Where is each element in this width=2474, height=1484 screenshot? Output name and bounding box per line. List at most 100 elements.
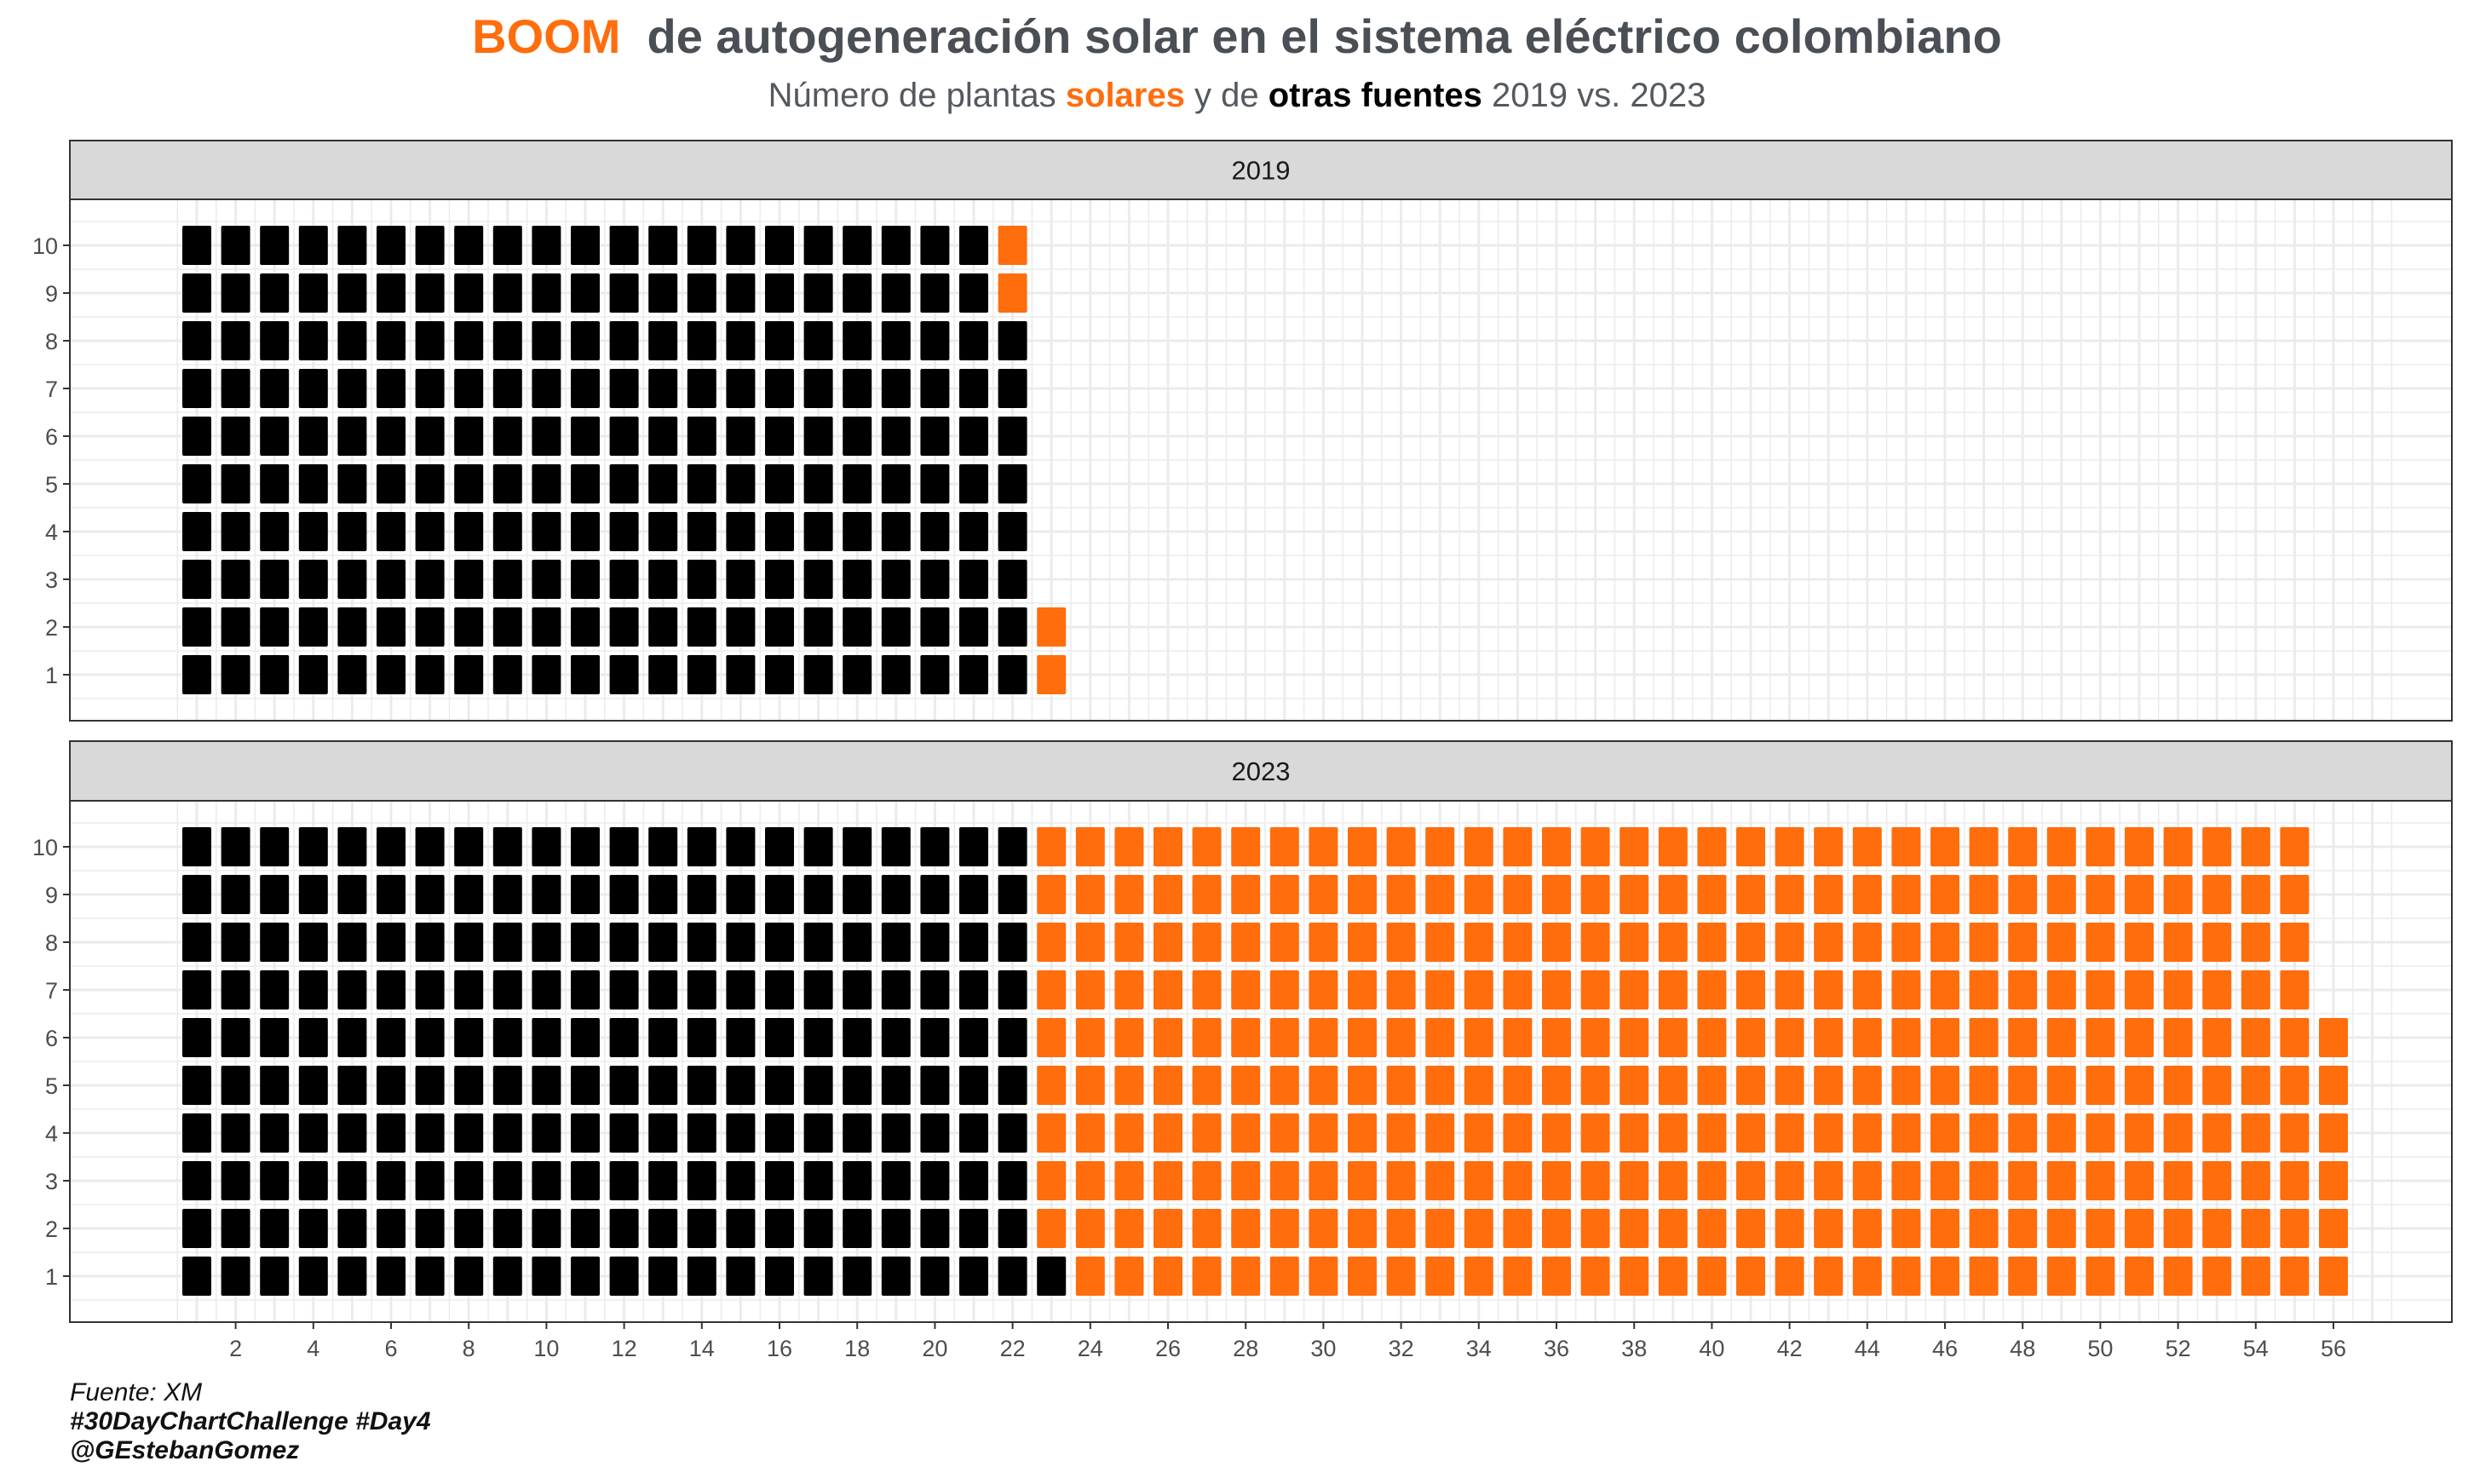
waffle-cell-other xyxy=(998,970,1027,1009)
waffle-cell-solar xyxy=(1658,827,1688,866)
waffle-cell-solar xyxy=(1891,1257,1921,1296)
waffle-cell-other xyxy=(221,607,250,647)
waffle-cell-solar xyxy=(1386,1018,1416,1057)
waffle-cell-other xyxy=(765,512,794,551)
waffle-cell-other xyxy=(920,1018,950,1057)
waffle-cell-solar xyxy=(1154,1066,1182,1105)
waffle-cell-other xyxy=(260,512,290,551)
waffle-cell-other xyxy=(803,273,833,313)
waffle-cell-other xyxy=(260,1209,290,1248)
waffle-cell-other xyxy=(998,607,1027,647)
waffle-cell-solar xyxy=(2008,1209,2038,1248)
waffle-cell-other xyxy=(298,226,328,265)
waffle-cell-other xyxy=(415,417,445,456)
waffle-cell-other xyxy=(998,827,1027,866)
waffle-cell-other xyxy=(881,417,911,456)
waffle-cell-solar xyxy=(2280,1257,2310,1296)
waffle-cell-solar xyxy=(1464,1113,1493,1153)
waffle-cell-solar xyxy=(1891,827,1921,866)
waffle-cell-other xyxy=(920,827,950,866)
waffle-cell-solar xyxy=(2008,827,2038,866)
waffle-cell-other xyxy=(687,1257,716,1296)
waffle-cell-solar xyxy=(1348,1018,1377,1057)
waffle-cell-other xyxy=(454,417,484,456)
waffle-cell-other xyxy=(221,273,250,313)
waffle-cell-solar xyxy=(1425,1161,1455,1200)
waffle-cell-other xyxy=(454,970,484,1009)
waffle-cell-other xyxy=(532,1018,561,1057)
waffle-cell-solar xyxy=(1269,1161,1299,1200)
waffle-cell-solar xyxy=(2241,923,2270,962)
waffle-cell-other xyxy=(221,1257,250,1296)
waffle-cell-other xyxy=(298,464,328,503)
waffle-cell-solar xyxy=(1580,1209,1610,1248)
waffle-cell-other xyxy=(726,226,756,265)
waffle-cell-solar xyxy=(1775,923,1804,962)
waffle-cell-other xyxy=(337,1066,367,1105)
waffle-cell-other xyxy=(571,464,600,503)
waffle-cell-other xyxy=(221,875,250,914)
waffle-cell-solar xyxy=(2086,1161,2115,1200)
waffle-cell-solar xyxy=(1620,875,1649,914)
waffle-cell-solar xyxy=(1620,923,1649,962)
waffle-cell-other xyxy=(959,1161,988,1200)
waffle-cell-solar xyxy=(1231,1018,1261,1057)
waffle-cell-other xyxy=(920,607,950,647)
waffle-cell-other xyxy=(221,1113,250,1153)
waffle-cell-solar xyxy=(1192,970,1222,1009)
waffle-cell-other xyxy=(959,273,988,313)
waffle-cell-other xyxy=(843,1113,872,1153)
waffle-cell-other xyxy=(415,512,445,551)
y-tick-label: 3 xyxy=(45,567,58,593)
waffle-cell-solar xyxy=(2241,1018,2270,1057)
waffle-cell-solar xyxy=(2319,1257,2348,1296)
facet-strip xyxy=(69,740,2453,802)
waffle-cell-other xyxy=(532,1209,561,1248)
waffle-cell-solar xyxy=(1736,1018,1765,1057)
waffle-cell-solar xyxy=(2241,970,2270,1009)
x-tick-label: 18 xyxy=(844,1336,870,1361)
waffle-cell-solar xyxy=(2280,875,2310,914)
waffle-cell-other xyxy=(920,417,950,456)
waffle-cell-solar xyxy=(1231,1113,1261,1153)
waffle-cell-solar xyxy=(2280,1161,2310,1200)
waffle-cell-other xyxy=(998,1209,1027,1248)
waffle-cell-other xyxy=(221,1066,250,1105)
caption-source: Fuente: XM xyxy=(70,1378,203,1406)
waffle-cell-other xyxy=(803,607,833,647)
waffle-cell-other xyxy=(337,369,367,408)
waffle-cell-other xyxy=(260,827,290,866)
waffle-cell-other xyxy=(298,369,328,408)
waffle-cell-solar xyxy=(2125,1066,2154,1105)
waffle-cell-other xyxy=(532,923,561,962)
waffle-cell-solar xyxy=(2086,1066,2115,1105)
waffle-cell-solar xyxy=(1891,1113,1921,1153)
waffle-cell-solar xyxy=(1269,1018,1299,1057)
x-tick-label: 26 xyxy=(1155,1336,1181,1361)
waffle-cell-other xyxy=(765,607,794,647)
waffle-cell-other xyxy=(182,464,211,503)
waffle-cell-other xyxy=(998,655,1027,694)
waffle-cell-other xyxy=(492,369,522,408)
waffle-cell-other xyxy=(843,1161,872,1200)
waffle-cell-solar xyxy=(1969,1209,1999,1248)
waffle-cell-solar xyxy=(1503,1209,1533,1248)
waffle-cell-other xyxy=(221,655,250,694)
waffle-cell-solar xyxy=(1620,1113,1649,1153)
waffle-cell-solar xyxy=(1891,923,1921,962)
waffle-cell-other xyxy=(803,875,833,914)
waffle-cell-other xyxy=(221,512,250,551)
waffle-cell-solar xyxy=(1814,1066,1844,1105)
waffle-cell-other xyxy=(571,321,600,360)
waffle-cell-other xyxy=(765,655,794,694)
waffle-cell-solar xyxy=(2046,1066,2076,1105)
waffle-cell-solar xyxy=(2241,1161,2270,1200)
waffle-cell-other xyxy=(609,321,639,360)
waffle-cell-solar xyxy=(2008,923,2038,962)
x-tick-label: 50 xyxy=(2087,1336,2113,1361)
waffle-cell-solar xyxy=(1969,1018,1999,1057)
waffle-cell-solar xyxy=(1269,970,1299,1009)
waffle-cell-other xyxy=(920,655,950,694)
x-tick-label: 52 xyxy=(2166,1336,2191,1361)
x-tick-label: 2 xyxy=(229,1336,242,1361)
